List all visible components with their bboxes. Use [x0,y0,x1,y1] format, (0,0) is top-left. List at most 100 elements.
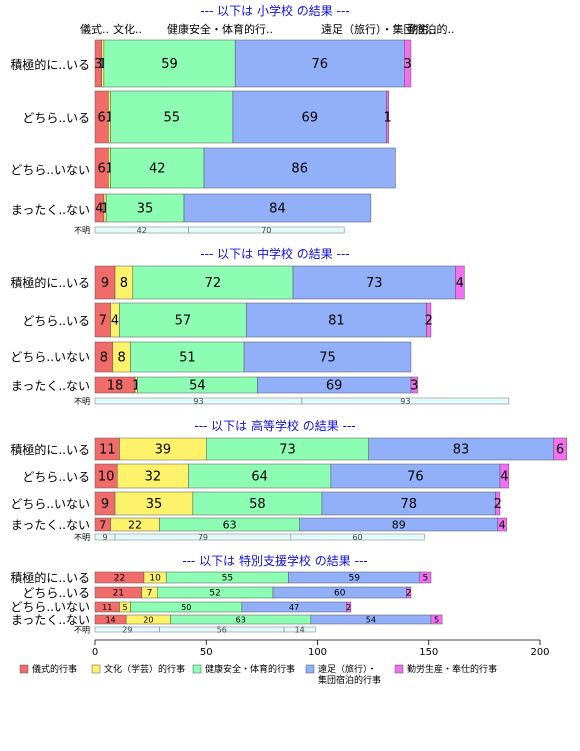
bar-segment [455,265,465,300]
data-label: 60 [334,589,346,599]
panel-title: --- 以下は 中学校 の結果 --- [200,246,349,261]
data-label: 2 [494,497,502,512]
category-label: 積極的に..いる [10,570,90,585]
unknown-data-label: 14 [295,626,305,635]
category-label: まったく..ない [11,379,90,393]
legend-label: 遠足（旅行）・ [318,663,377,675]
category-label: 積極的に..いる [10,57,90,72]
data-label: 54 [189,379,206,394]
category-label: どちら..いる [22,314,90,328]
data-label: 11 [102,603,112,612]
unknown-row-label: 不明 [74,626,90,635]
data-label: 8 [118,351,126,366]
data-label: 1 [101,202,109,217]
series-header-label: 遠足（旅行）・集団宿泊的.. [321,22,455,36]
legend-swatch [192,664,202,674]
data-label: 55 [222,574,233,584]
data-label: 8 [100,351,108,366]
data-label: 20 [143,615,153,624]
bar-segment [404,39,412,88]
data-label: 54 [366,615,376,624]
unknown-row-label: 不明 [74,226,90,235]
legend-label: 集団宿泊的行事 [318,674,381,686]
legend-swatch [305,664,315,674]
data-label: 6 [98,162,106,177]
panel-title: --- 以下は 小学校 の結果 --- [200,3,349,18]
bar-segment [430,614,443,625]
bar-segment [110,147,205,189]
data-label: 2 [406,589,412,599]
bar-segment [243,341,412,373]
series-header-label: 勤労.. [407,22,436,36]
unknown-row-label: 不明 [74,533,90,542]
data-label: 59 [348,574,360,584]
data-label: 64 [251,470,268,485]
bar-segment [103,39,236,88]
unknown-bar-segment [301,397,510,405]
data-label: 55 [163,111,180,126]
data-label: 69 [301,111,318,126]
data-label: 1 [99,57,107,72]
legend-label: 文化（学芸）的行事 [104,663,185,675]
legend-label: 儀式的行事 [32,663,77,675]
bar-segment [495,491,501,516]
data-label: 76 [407,470,424,485]
data-label: 39 [155,443,172,458]
bar-segment [117,463,189,489]
data-label: 51 [179,351,196,366]
unknown-data-label: 42 [137,226,147,235]
data-label: 75 [319,351,336,366]
data-label: 2 [425,314,433,329]
data-label: 73 [279,443,296,458]
bar-segment [499,463,510,489]
data-label: 1 [105,111,113,126]
category-label: 積極的に..いる [10,442,90,457]
bar-segment [130,341,245,373]
unknown-bar-segment [188,226,345,234]
data-label: 1 [105,162,113,177]
category-label: どちら..いない [10,163,90,177]
data-label: 59 [161,57,178,72]
data-label: 83 [453,443,470,458]
unknown-data-label: 60 [352,533,362,542]
category-label: どちら..いない [10,600,90,614]
data-label: 1 [383,111,391,126]
data-label: 4 [500,470,508,485]
data-label: 57 [175,314,192,329]
data-label: 18 [107,379,124,394]
x-tick-label: 0 [92,647,98,658]
category-label: どちら..いる [22,586,90,600]
data-label: 10 [98,470,115,485]
category-label: どちら..いる [22,111,90,125]
unknown-data-label: 93 [400,397,410,406]
data-label: 5 [434,615,439,624]
data-label: 22 [128,518,142,531]
unknown-data-label: 70 [261,226,271,235]
data-label: 7 [99,314,107,329]
bar-segment [105,193,185,223]
data-label: 58 [249,497,266,512]
series-header-label: 文化.. [113,22,142,36]
legend-label: 健康安全・体育的行事 [205,663,295,675]
data-label: 3 [410,379,418,394]
data-label: 35 [137,202,154,217]
series-header-label: 健康安全・体育的行.. [167,22,273,36]
data-label: 47 [289,603,299,612]
data-label: 63 [236,615,246,624]
legend-swatch [394,664,404,674]
unknown-data-label: 79 [198,533,208,542]
category-label: まったく..ない [11,203,90,217]
legend-swatch [19,664,29,674]
data-label: 5 [423,574,429,584]
category-label: どちら..いない [10,350,90,364]
data-label: 35 [146,497,163,512]
bar-segment [203,147,396,189]
data-label: 4 [499,518,506,531]
bar-segment [292,265,456,300]
bar-segment [119,302,247,338]
data-label: 6 [98,111,106,126]
bar-segment [232,90,387,144]
bar-segment [110,90,234,144]
